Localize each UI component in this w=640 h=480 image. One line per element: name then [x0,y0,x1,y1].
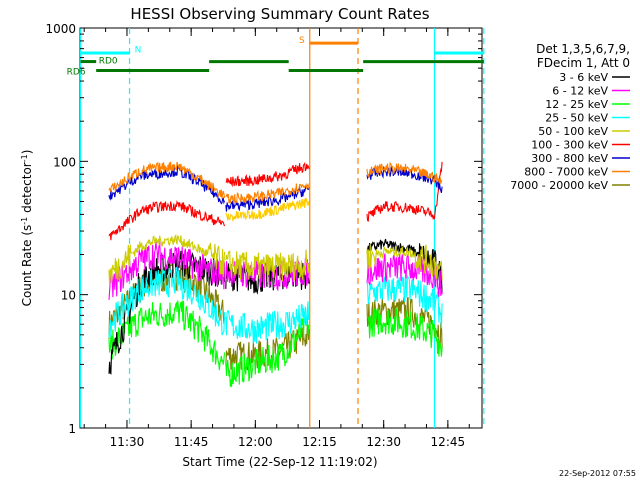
legend-label-2: 12 - 25 keV [545,98,608,111]
y-axis-label-main: Count Rate (s [20,225,34,307]
x-axis-ticks: 11:30 11:45 12:00 12:15 12:30 12:45 [83,28,470,449]
legend-label-5: 100 - 300 keV [531,139,608,152]
y-axis-label-sup2: -1 [20,154,29,162]
flag-label-2: RD0 [99,57,118,67]
mode-change-lines [79,28,485,428]
series-line-1 [108,300,443,388]
x-axis-label: Start Time (22-Sep-12 11:19:02) [182,455,377,469]
y-axis-label-mid: detector [20,162,34,217]
y-axis-label-end: ) [20,150,34,155]
chart-title: HESSI Observing Summary Count Rates [130,5,429,23]
y-tick-label-0: 1 [68,422,76,436]
legend-header-line-2: FDecim 1, Att 0 [537,56,630,70]
x-tick-label-5: 12:45 [431,435,466,449]
flag-label-0: N [135,46,142,56]
series-line-3 [108,266,443,344]
series-line-5 [108,233,443,286]
x-tick-label-0: 11:30 [110,435,145,449]
y-tick-label-1: 10 [61,289,76,303]
flag-label-3: RD6 [67,68,86,78]
x-tick-label-2: 12:00 [238,435,273,449]
legend-label-6: 300 - 800 keV [531,152,608,165]
y-axis-ticks: 1 10 100 1000 [45,22,482,436]
legend-label-7: 800 - 7000 keV [524,166,608,179]
y-axis-label: Count Rate (s-1 detector-1) [20,150,35,307]
legend: Det 1,3,5,6,7,9, FDecim 1, Att 0 3 - 6 k… [510,42,630,192]
flag-label-1: S [299,36,305,46]
x-tick-label-1: 11:45 [174,435,209,449]
flag-bars: N S RD0 RD6 [67,36,484,78]
x-tick-label-3: 12:15 [302,435,337,449]
series-group [108,161,443,388]
footer-date: 22-Sep-2012 07:55 [559,469,636,478]
legend-label-1: 6 - 12 keV [552,85,608,98]
y-tick-label-3: 1000 [45,22,76,36]
legend-label-8: 7000 - 20000 keV [510,179,608,192]
series-line-7 [225,197,310,222]
legend-label-4: 50 - 100 keV [538,125,608,138]
series-line-9 [108,161,443,205]
y-tick-label-2: 100 [53,155,76,169]
plot-frame [79,27,483,429]
legend-label-0: 3 - 6 keV [559,71,608,84]
legend-label-3: 25 - 50 keV [545,112,608,125]
y-axis-label-sup1: -1 [20,217,29,225]
legend-header-line-1: Det 1,3,5,6,7,9, [536,42,630,56]
series-line-6 [108,161,443,241]
x-tick-label-4: 12:30 [366,435,401,449]
